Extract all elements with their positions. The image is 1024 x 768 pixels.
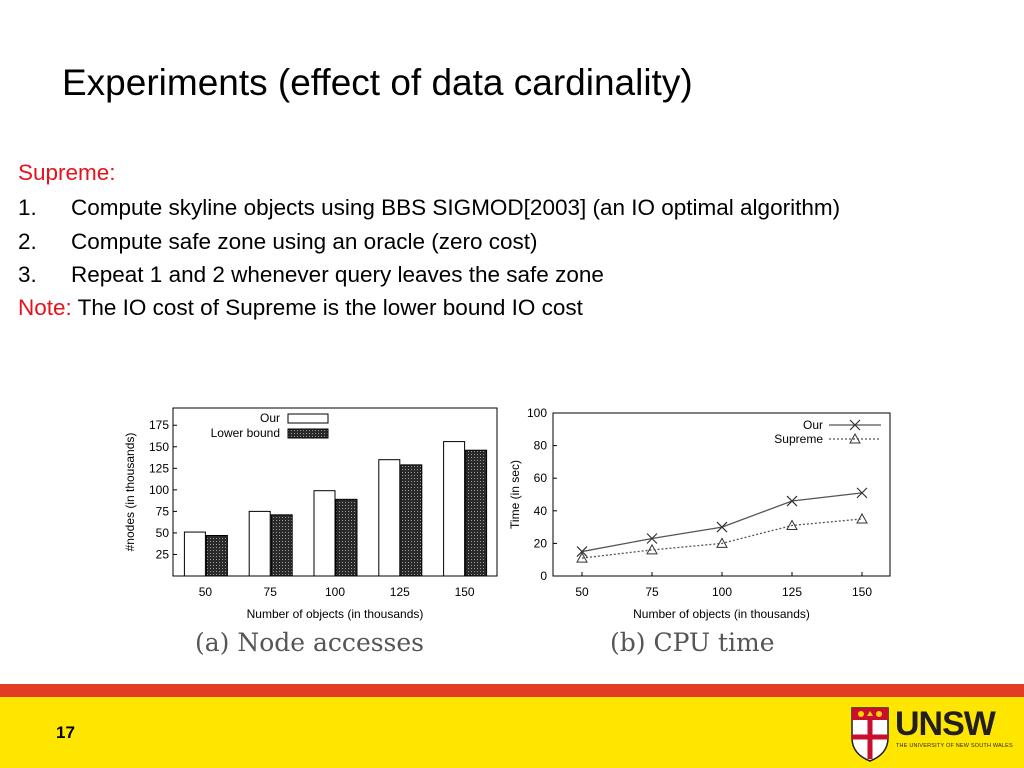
slide-title: Experiments (effect of data cardinality) xyxy=(62,62,693,103)
note-line: Note: The IO cost of Supreme is the lowe… xyxy=(18,293,951,322)
logo-subtitle: THE UNIVERSITY OF NEW SOUTH WALES xyxy=(896,743,1013,749)
bar xyxy=(378,459,401,577)
list-item: 1. Compute skyline objects using BBS SIG… xyxy=(18,193,951,222)
x-tick-label: 50 xyxy=(575,585,589,599)
section-label: Supreme: xyxy=(18,160,116,185)
legend-marker xyxy=(849,432,861,444)
data-point xyxy=(716,521,728,533)
data-point xyxy=(856,487,868,499)
bar xyxy=(400,464,423,577)
x-axis-label: Number of objects (in thousands) xyxy=(247,607,424,621)
x-tick-label: 100 xyxy=(712,585,732,599)
bar xyxy=(335,498,358,577)
bar xyxy=(443,441,466,577)
slide-body: Supreme: 1. Compute skyline objects usin… xyxy=(18,158,951,322)
x-tick-label: 150 xyxy=(852,585,872,599)
legend-label: Our xyxy=(803,418,823,432)
y-tick-label: 175 xyxy=(149,418,169,432)
data-point xyxy=(576,546,588,557)
list-number: 1. xyxy=(18,195,37,221)
cpu-time-caption: (b) CPU time xyxy=(610,628,775,657)
list-text: Compute safe zone using an oracle (zero … xyxy=(71,228,538,254)
list-number: 2. xyxy=(18,228,37,254)
data-point xyxy=(716,537,728,548)
y-tick-label: 20 xyxy=(534,536,548,550)
list-number: 3. xyxy=(18,261,37,287)
plot-frame xyxy=(552,412,891,577)
y-tick-label: 60 xyxy=(534,471,548,485)
y-tick-label: 100 xyxy=(149,483,169,497)
footer-red-stripe xyxy=(0,684,1024,697)
x-axis-label: Number of objects (in thousands) xyxy=(633,607,810,621)
node-accesses-chart: 25 50 75 100 125 150 175 50 75 100 125 150 Number of… xyxy=(120,400,500,626)
x-tick-label: 100 xyxy=(325,585,345,599)
y-tick-label: 75 xyxy=(156,504,170,518)
node-accesses-caption: (a) Node accesses xyxy=(195,628,425,657)
data-point xyxy=(856,512,868,524)
y-tick-label: 0 xyxy=(540,569,547,583)
x-tick-label: 150 xyxy=(455,585,475,599)
note-text: The IO cost of Supreme is the lower boun… xyxy=(77,295,583,320)
unsw-logo: UNSW THE UNIVERSITY OF NEW SOUTH WALES xyxy=(848,703,1018,763)
series-line xyxy=(581,518,863,559)
cpu-time-chart: 0 20 40 60 80 100 50 75 100 125 150 Number of objec… xyxy=(505,400,895,626)
cpu-time-svg: 0 20 40 60 80 100 50 75 100 125 150 Number of objec… xyxy=(508,406,891,621)
x-tick-label: 125 xyxy=(390,585,410,599)
y-axis-label: #nodes (in thousands) xyxy=(123,433,137,552)
legend-swatch xyxy=(287,428,329,439)
bar xyxy=(465,449,488,577)
bar xyxy=(270,514,293,577)
legend-label: Lower bound xyxy=(211,426,280,440)
data-point xyxy=(646,543,658,555)
y-tick-label: 50 xyxy=(156,526,170,540)
bar xyxy=(248,510,271,577)
data-point xyxy=(786,495,798,507)
legend-label: Our xyxy=(260,411,280,425)
y-tick-label: 125 xyxy=(149,461,169,475)
bar xyxy=(183,531,206,577)
list-text: Compute skyline objects using BBS SIGMOD… xyxy=(71,195,841,221)
legend-label: Supreme xyxy=(774,432,823,446)
crest-icon xyxy=(851,707,889,762)
list-item: 2. Compute safe zone using an oracle (ze… xyxy=(18,227,951,256)
y-tick-label: 150 xyxy=(149,440,169,454)
legend-swatch xyxy=(287,413,329,424)
data-point xyxy=(646,533,658,544)
list-item: 3. Repeat 1 and 2 whenever query leaves … xyxy=(18,260,951,289)
x-tick-label: 125 xyxy=(782,585,802,599)
note-label: Note: xyxy=(18,295,72,320)
x-tick-label: 50 xyxy=(199,585,213,599)
list-text: Repeat 1 and 2 whenever query leaves the… xyxy=(71,261,604,287)
x-tick-label: 75 xyxy=(645,585,659,599)
legend-marker xyxy=(849,419,861,431)
x-tick-label: 75 xyxy=(264,585,278,599)
y-axis-label: Time (in sec) xyxy=(508,460,522,529)
y-tick-label: 40 xyxy=(534,504,548,518)
bar xyxy=(205,535,228,577)
y-tick-label: 80 xyxy=(534,439,548,453)
bar xyxy=(313,490,336,577)
data-point xyxy=(576,552,588,563)
data-point xyxy=(786,519,798,530)
y-tick-label: 25 xyxy=(156,547,170,561)
page-number: 17 xyxy=(56,723,75,742)
logo-wordmark: UNSW xyxy=(895,705,996,743)
y-tick-label: 100 xyxy=(527,406,547,420)
node-accesses-svg: 25 50 75 100 125 150 175 50 75 100 125 150 Number of… xyxy=(123,407,498,621)
